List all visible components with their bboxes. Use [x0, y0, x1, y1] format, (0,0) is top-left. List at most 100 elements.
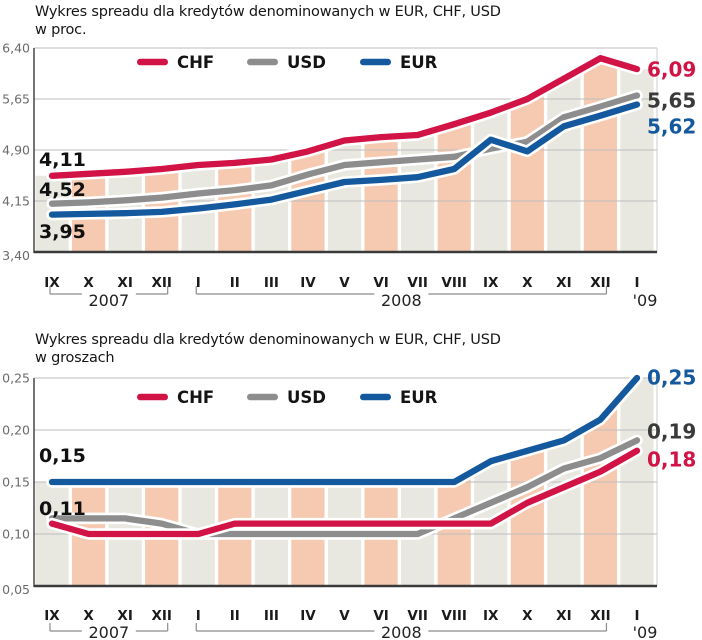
- y-tick-label: 4,90: [2, 143, 30, 158]
- series-line-CHF: [48, 55, 641, 179]
- month-label: XI: [117, 608, 132, 624]
- legend-swatch-CHF: [137, 393, 168, 401]
- y-tick-label: 4,15: [2, 194, 30, 209]
- year-groups: 2007 2008 '09: [49, 623, 658, 640]
- month-label: XII: [590, 275, 610, 291]
- legend: CHF USD EUR: [137, 388, 438, 407]
- month-label: VII: [407, 275, 428, 291]
- month-label: II: [230, 608, 240, 624]
- chart1-title: Wykres spreadu dla kredytów denominowany…: [35, 3, 635, 39]
- chart1-title-line1: Wykres spreadu dla kredytów denominowany…: [35, 4, 501, 20]
- legend-label-EUR: EUR: [400, 53, 438, 72]
- end-value-CHF: 6,09: [647, 58, 696, 82]
- y-tick-label: 6,40: [2, 41, 30, 56]
- legend-label-USD: USD: [287, 388, 326, 407]
- gridlines: [34, 47, 658, 252]
- chart2-title: Wykres spreadu dla kredytów denominowany…: [35, 331, 635, 367]
- month-label: III: [264, 275, 279, 291]
- start-value-CHF: 4,52: [39, 179, 86, 201]
- y-tick-labels: 0,25 0,20 0,15 0,10 0,05: [2, 371, 30, 598]
- month-label: I: [634, 608, 639, 624]
- end-value-USD: 5,65: [647, 89, 696, 113]
- start-value-labels: 0,15 0,11: [39, 445, 86, 520]
- month-label: XII: [151, 275, 171, 291]
- above-top-series-mask: [34, 47, 657, 176]
- month-label: IX: [44, 608, 60, 624]
- year-label: 2008: [381, 623, 422, 640]
- y-tick-label: 0,15: [2, 475, 30, 490]
- legend-swatch-EUR: [360, 393, 391, 401]
- year-groups: 2007 2008 '09: [49, 286, 658, 310]
- start-value-EUR: 0,15: [39, 445, 86, 467]
- start-value-CHF: 0,11: [39, 498, 86, 520]
- end-value-CHF: 0,18: [647, 448, 696, 472]
- series-line-USD: [48, 92, 641, 207]
- month-label: VI: [373, 608, 388, 624]
- month-label: V: [339, 608, 350, 624]
- month-label: V: [339, 275, 350, 291]
- month-label: VI: [373, 275, 388, 291]
- legend-swatch-EUR: [360, 58, 391, 66]
- chart2-title-line1: Wykres spreadu dla kredytów denominowany…: [35, 332, 501, 348]
- year-label: '09: [633, 291, 658, 310]
- month-label: IV: [300, 275, 316, 291]
- legend: CHF USD EUR: [137, 53, 438, 72]
- y-tick-labels: 6,40 5,65 4,90 4,15 3,40: [2, 41, 30, 264]
- y-tick-label: 0,05: [2, 582, 30, 597]
- series-line-USD: [48, 437, 641, 538]
- end-value-labels: 0,25 0,19 0,18: [647, 366, 696, 472]
- month-label: IX: [483, 275, 499, 291]
- series-lines: [46, 372, 643, 540]
- chart1-subtitle: w proc.: [35, 22, 87, 38]
- year-label: '09: [633, 623, 658, 640]
- month-label: II: [230, 275, 240, 291]
- month-label: X: [522, 608, 533, 624]
- series-line-EUR: [48, 101, 641, 218]
- chart2-subtitle: w groszach: [35, 350, 115, 366]
- year-label: 2007: [88, 291, 129, 310]
- end-value-labels: 6,09 5,655,62: [647, 58, 696, 139]
- y-tick-label: 5,65: [2, 92, 30, 107]
- month-label: VIII: [441, 608, 467, 624]
- start-value-EUR: 3,95: [39, 221, 86, 243]
- y-tick-label: 0,25: [2, 371, 30, 386]
- month-label: IX: [483, 608, 499, 624]
- year-label: 2007: [88, 623, 129, 640]
- month-label: VII: [407, 608, 428, 624]
- legend-label-CHF: CHF: [177, 388, 214, 407]
- month-label: I: [196, 275, 201, 291]
- month-label: VIII: [441, 275, 467, 291]
- legend-label-EUR: EUR: [400, 388, 438, 407]
- y-tick-label: 0,10: [2, 527, 30, 542]
- month-labels: IX X XI XII I II III IV V VI VII VIII IX X XI XII I: [44, 275, 639, 291]
- start-value-labels: 4,11 4,52 3,95: [39, 149, 86, 243]
- month-label: X: [83, 608, 94, 624]
- month-label: XI: [556, 275, 571, 291]
- legend-label-USD: USD: [287, 53, 326, 72]
- month-label: XII: [590, 608, 610, 624]
- start-value-USD: 4,11: [39, 149, 86, 171]
- series-line-EUR: [48, 374, 641, 486]
- legend-swatch-USD: [247, 58, 278, 66]
- month-label: IV: [300, 608, 316, 624]
- month-label: XI: [556, 608, 571, 624]
- y-tick-label: 0,20: [2, 423, 30, 438]
- month-label: X: [83, 275, 94, 291]
- series-lines: [46, 52, 643, 221]
- month-label: X: [522, 275, 533, 291]
- month-label: XI: [117, 275, 132, 291]
- year-label: 2008: [381, 291, 422, 310]
- legend-label-CHF: CHF: [177, 53, 214, 72]
- legend-swatch-USD: [247, 393, 278, 401]
- end-value-EUR: 5,62: [647, 115, 696, 139]
- month-label: XII: [151, 608, 171, 624]
- month-label: I: [634, 275, 639, 291]
- month-labels: IX X XI XII I II III IV V VI VII VIII IX X XI XII I: [44, 608, 639, 624]
- end-value-USD: 0,19: [647, 420, 696, 444]
- legend-swatch-CHF: [137, 58, 168, 66]
- series-line-CHF: [48, 447, 641, 538]
